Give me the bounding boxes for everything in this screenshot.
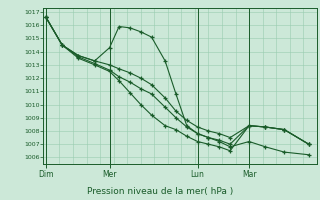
Text: Pression niveau de la mer( hPa ): Pression niveau de la mer( hPa ) [87, 187, 233, 196]
